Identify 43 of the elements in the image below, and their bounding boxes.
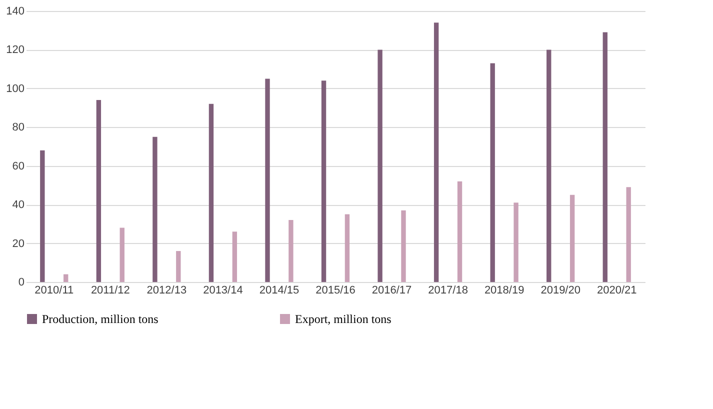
bar bbox=[176, 251, 181, 282]
bar bbox=[321, 80, 326, 282]
bar bbox=[120, 228, 124, 282]
y-tick-label: 140 bbox=[6, 6, 24, 18]
y-tick-label: 100 bbox=[6, 82, 24, 95]
bar bbox=[434, 22, 439, 282]
y-tick-label: 120 bbox=[6, 44, 24, 56]
x-tick-label: 2014/15 bbox=[259, 284, 300, 296]
y-tick-label: 20 bbox=[12, 238, 24, 250]
bar bbox=[401, 210, 406, 282]
x-tick-label: 2019/20 bbox=[540, 284, 580, 296]
x-tick-label: 2010/11 bbox=[34, 284, 74, 296]
bar bbox=[265, 78, 270, 282]
y-tick-label: 0 bbox=[18, 276, 24, 288]
y-tick-label: 40 bbox=[12, 199, 24, 212]
x-tick-label: 2015/16 bbox=[316, 284, 356, 296]
bar bbox=[457, 181, 462, 282]
bar bbox=[152, 136, 158, 282]
bar bbox=[208, 104, 214, 282]
y-tick-label: 60 bbox=[12, 160, 24, 172]
legend-label: Production, million tons bbox=[42, 312, 159, 326]
x-tick-label: 2012/13 bbox=[146, 284, 187, 296]
bar bbox=[602, 32, 608, 282]
bar bbox=[490, 63, 495, 282]
x-tick-label: 2020/21 bbox=[596, 284, 637, 296]
x-tick-label: 2017/18 bbox=[428, 284, 468, 296]
x-tick-label: 2016/17 bbox=[372, 284, 412, 296]
bar bbox=[546, 50, 552, 282]
bar bbox=[570, 194, 575, 282]
y-tick-label: 80 bbox=[12, 122, 24, 134]
x-tick-label: 2018/19 bbox=[484, 284, 524, 296]
bar bbox=[514, 202, 518, 282]
bar bbox=[96, 100, 102, 282]
x-tick-label: 2011/12 bbox=[90, 284, 130, 296]
bar bbox=[344, 214, 350, 282]
bar bbox=[626, 187, 631, 282]
bar bbox=[288, 220, 294, 282]
x-tick-label: 2013/14 bbox=[203, 284, 243, 296]
legend-label: Export, million tons bbox=[295, 312, 392, 326]
bar bbox=[40, 150, 45, 282]
bar bbox=[378, 50, 382, 282]
bar bbox=[64, 274, 68, 282]
bar bbox=[232, 232, 238, 282]
